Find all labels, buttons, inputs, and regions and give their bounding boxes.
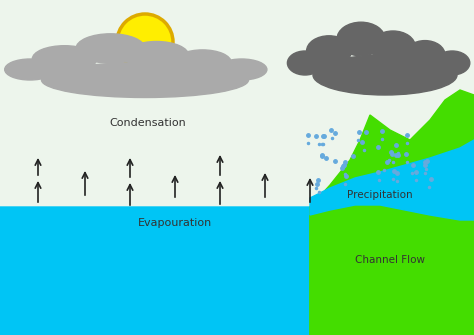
Ellipse shape [371, 31, 415, 63]
Ellipse shape [435, 51, 470, 75]
Circle shape [117, 14, 173, 70]
Ellipse shape [42, 63, 248, 97]
Ellipse shape [174, 50, 231, 75]
Ellipse shape [32, 46, 97, 72]
Ellipse shape [216, 59, 267, 80]
Polygon shape [310, 90, 474, 335]
Polygon shape [0, 207, 474, 335]
Ellipse shape [5, 59, 55, 80]
Ellipse shape [307, 36, 351, 66]
Ellipse shape [124, 42, 189, 69]
Ellipse shape [313, 55, 457, 95]
Text: Condensation: Condensation [109, 118, 186, 128]
Text: Channel Flow: Channel Flow [355, 255, 425, 265]
Polygon shape [310, 185, 474, 335]
Text: Precipitation: Precipitation [347, 190, 413, 200]
Ellipse shape [405, 41, 445, 69]
Ellipse shape [76, 34, 145, 63]
Ellipse shape [287, 51, 323, 75]
Polygon shape [310, 140, 474, 220]
Text: Evapouration: Evapouration [138, 218, 212, 228]
Ellipse shape [337, 22, 385, 56]
